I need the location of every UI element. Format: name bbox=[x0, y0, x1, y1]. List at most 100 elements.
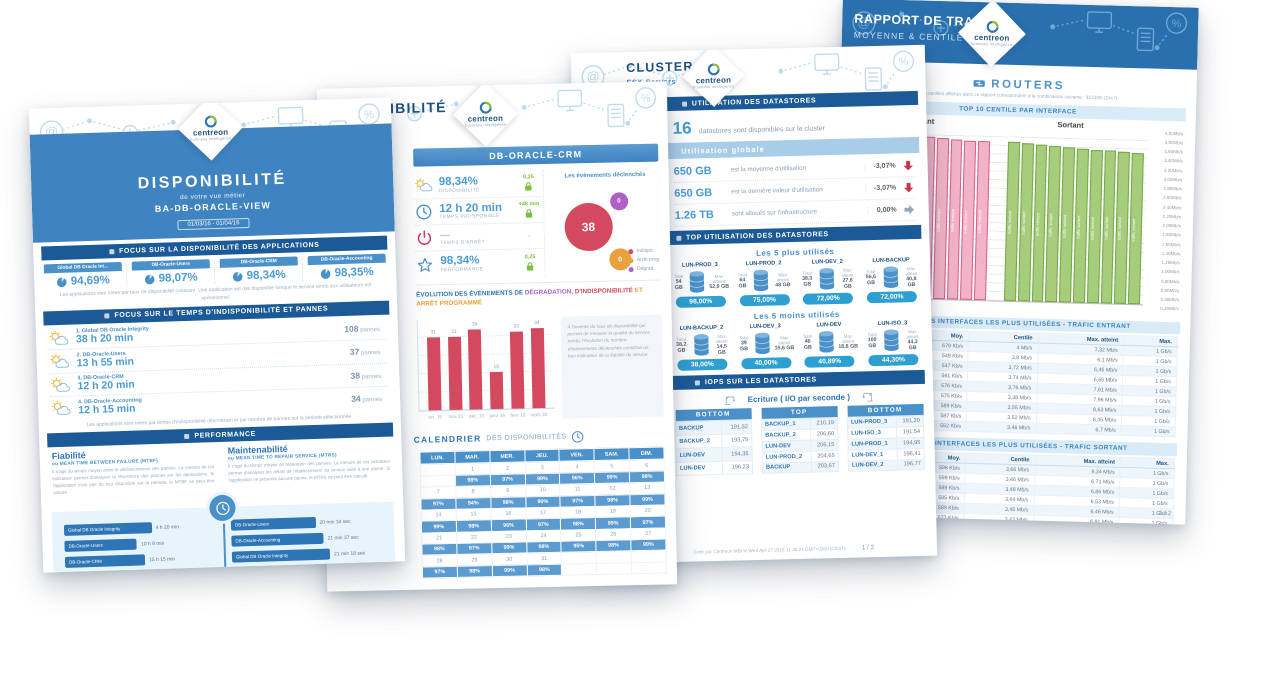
bar-value: 34 bbox=[471, 321, 478, 328]
day-header: DIM. bbox=[628, 446, 665, 461]
kpi-cell: Global DB Oracle Int... 94,69% bbox=[43, 261, 128, 290]
max-figure: Max atteint 14,5 GB bbox=[715, 333, 728, 356]
datastore-name: LUN-DEV_2 bbox=[811, 258, 843, 266]
section-title: IOPS SUR LES DATASTORES bbox=[704, 375, 817, 386]
datastore-name: LUN-DEV_3 bbox=[749, 323, 781, 331]
datastore-cylinder-icon bbox=[817, 267, 837, 290]
iops-value: 191,20 bbox=[895, 415, 924, 428]
bar-value: 16 bbox=[493, 363, 500, 370]
centreon-logo-inner: centreon business intelligence bbox=[187, 104, 234, 151]
total-figure: Total 56,6 GB bbox=[865, 269, 877, 287]
datastore-tile: LUN-DEV_2 Total 38,3 GB Max atteint 27,6 G… bbox=[798, 258, 857, 305]
iops-value: 210,19 bbox=[809, 417, 838, 430]
datastore-figures: Total 64 GB Max atteint 48 GB bbox=[735, 268, 793, 292]
datastore-cylinder-icon bbox=[753, 332, 773, 355]
clock-icon bbox=[209, 494, 236, 522]
brand-tagline: business intelligence bbox=[190, 136, 232, 142]
mtbf-bar: DB-Oracle-Accounting bbox=[65, 570, 161, 573]
max-figure: Max atteint 44,3 GB bbox=[906, 328, 919, 351]
mtrs-bar: DB-Oracle-CRM bbox=[232, 565, 312, 573]
centreon-logo-inner: centreon business intelligence bbox=[462, 91, 509, 138]
max-figure: Max atteint 40,8 GB bbox=[905, 265, 918, 288]
datastore-name: LUN-BACKUP bbox=[872, 257, 910, 265]
datastore-name: LUN-DEV bbox=[816, 321, 842, 329]
bar-value: 31 bbox=[451, 328, 457, 336]
cell-centile: 3,43 Mb/s bbox=[963, 513, 1034, 525]
mtrs-bar: DB-Oracle-Accounting bbox=[231, 533, 324, 548]
kpi-value: 98,35% bbox=[334, 266, 374, 280]
datastore-figures: Total 100 GB Max atteint 44,3 GB bbox=[864, 328, 922, 352]
router-icon bbox=[972, 77, 985, 90]
datastore-tile: LUN-DEV_3 Total 39 GB Max atteint 15,6 GB … bbox=[736, 323, 795, 370]
centreon-logo: centreon business intelligence bbox=[957, 0, 1026, 68]
mtrs-bar: DB-Oracle-Users bbox=[230, 517, 316, 532]
max-figure: Max atteint 18,8 GB bbox=[838, 333, 859, 350]
iops-value: 194,35 bbox=[722, 446, 753, 462]
lock-icon bbox=[524, 182, 533, 192]
datastore-cylinder-icon bbox=[882, 328, 902, 351]
failure-count: 34 pannes bbox=[351, 393, 383, 405]
bar-value: 31 bbox=[430, 329, 437, 336]
max-figure: Max atteint 52,9 GB bbox=[709, 273, 730, 290]
iops-table-bottom-left: BOTTOM BACKUP 191,32 BACKUP_2 193,75 LUN-DEV… bbox=[675, 408, 754, 476]
legend-dot-icon bbox=[628, 266, 635, 272]
datastore-count-text: datastores sont disponibles sur le clust… bbox=[698, 125, 826, 136]
datastore-figures: Total 56,6 GB Max atteint 40,8 GB bbox=[862, 265, 920, 289]
top-tiles: LUN-PROD_3 Total 54 GB Max atteint 52,9 GB… bbox=[671, 257, 921, 308]
stats-column: 98,34% DISPONIBILITÉ 0,25 12 h 20 min TE… bbox=[413, 170, 545, 281]
event-bar: 31 oct. 15 bbox=[426, 329, 442, 419]
iops-value: 206,60 bbox=[810, 428, 838, 441]
metric-value: 650 GB bbox=[673, 164, 712, 178]
datastore-count-number: 16 bbox=[672, 118, 692, 138]
group-label-sortant: Sortant bbox=[1057, 119, 1084, 130]
y-tick: 2,60Mb/s bbox=[1163, 195, 1182, 201]
datastore-name: LUN-PROD_2 bbox=[745, 260, 782, 268]
datastore-cylinder-icon bbox=[881, 265, 901, 288]
bar-label: traffic sortant bbox=[1116, 217, 1123, 241]
event-bar: 34 déc. 15 bbox=[468, 321, 484, 418]
utilisation-percent-badge: 38,00% bbox=[677, 358, 728, 371]
iops-value: 196,41 bbox=[896, 448, 925, 460]
mtrs-bar-row: DB-Oracle-Users 20 min 34 sec bbox=[230, 515, 382, 532]
section-icon bbox=[681, 101, 687, 107]
kpi-value: 98,34% bbox=[246, 268, 286, 283]
trend-badge: 0,25 bbox=[514, 174, 542, 192]
utilisation-percent-badge: 75,00% bbox=[739, 294, 790, 307]
max-figure: Max atteint 48 GB bbox=[775, 271, 791, 288]
mtrs-bar-row: Global DB Oracle Integrity 21 min 18 sec bbox=[231, 547, 383, 564]
application-banner: DB-ORACLE-CRM bbox=[413, 143, 659, 167]
legend-label: Dégrad. bbox=[636, 265, 655, 273]
mtrs-value: 21 min 37 sec bbox=[327, 534, 359, 542]
day-header: SAM. bbox=[594, 447, 630, 461]
bar-value: 34 bbox=[534, 319, 540, 327]
lock-icon bbox=[525, 208, 534, 218]
iops-value: 191,32 bbox=[721, 419, 752, 435]
y-tick: 1,60Mb/s bbox=[1161, 241, 1181, 247]
page-number: 1 / 2 bbox=[861, 544, 875, 552]
y-tick: 3,40Mb/s bbox=[1164, 158, 1183, 164]
total-figure: Total 38,2 GB bbox=[676, 336, 687, 354]
failure-count: 108 pannes bbox=[344, 323, 381, 334]
mtbf-bar: Global DB Oracle Integrity bbox=[63, 522, 152, 537]
events-body: 38 0 0 Indispo. Arrêt prog. bbox=[552, 180, 661, 278]
datastore-tile: LUN-PROD_2 Total 64 GB Max atteint 48 GB 7… bbox=[735, 260, 794, 307]
weather-icon bbox=[48, 329, 69, 346]
iops-value: 193,75 bbox=[721, 433, 752, 448]
metric-delta: 0,00% bbox=[867, 206, 897, 215]
mtbf-value: 4 h 20 min bbox=[155, 524, 180, 531]
iops-row: BACKUP 203,67 bbox=[762, 460, 839, 474]
clock-icon bbox=[571, 430, 584, 443]
total-figure: Total 54 GB bbox=[673, 273, 684, 291]
iops-value: 194,95 bbox=[896, 437, 925, 449]
total-figure: Total 46 GB bbox=[802, 333, 813, 351]
mtbf-bars: Global DB Oracle Integrity 4 h 20 min DB… bbox=[56, 520, 225, 573]
cell-max-atteint: 6,81 Mb/s bbox=[1033, 515, 1119, 525]
mtrs-bar: Global DB Oracle Integrity bbox=[231, 548, 331, 564]
bar-label: traffic sortant bbox=[1089, 216, 1095, 240]
star-icon bbox=[415, 256, 434, 273]
availability-pie-icon bbox=[57, 276, 68, 287]
metric-text: est la moyenne d'utilisation bbox=[730, 164, 807, 174]
metric-value: 650 GB bbox=[674, 186, 713, 200]
